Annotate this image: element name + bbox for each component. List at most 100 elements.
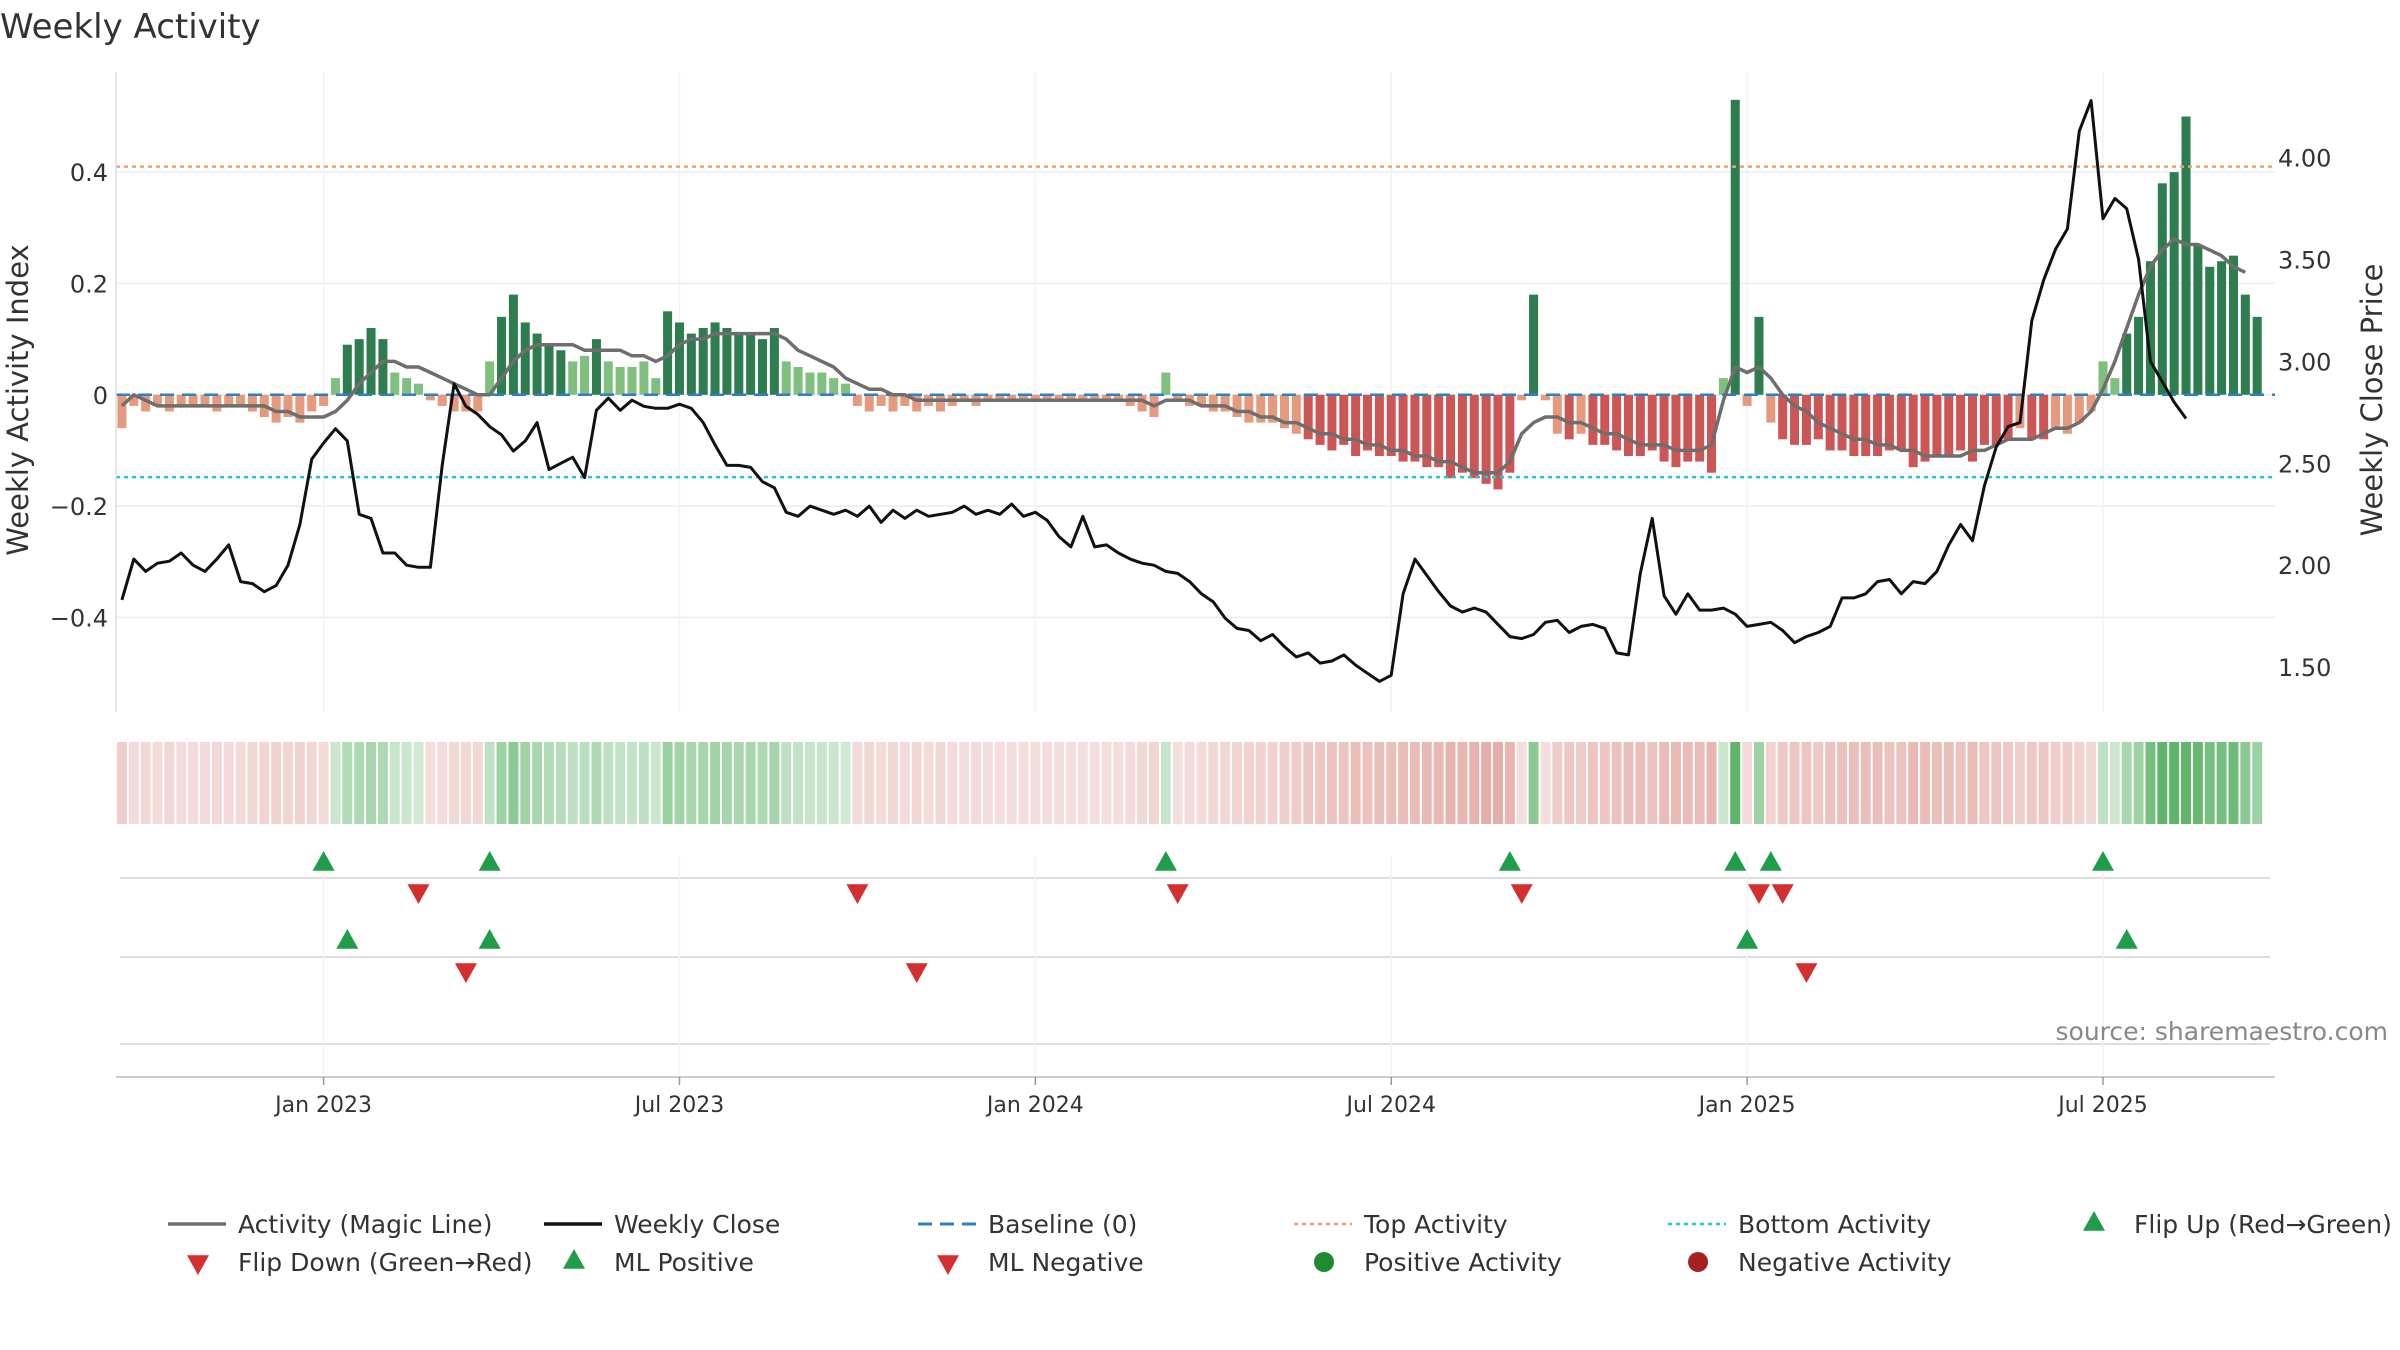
strip-cell bbox=[1694, 742, 1705, 824]
activity-bar bbox=[959, 394, 969, 401]
event-up-marker bbox=[478, 929, 501, 949]
strip-cell bbox=[389, 742, 400, 824]
strip-cell bbox=[840, 742, 851, 824]
activity-bar bbox=[485, 361, 495, 395]
strip-cell bbox=[116, 742, 127, 824]
strip-cell bbox=[1255, 742, 1266, 824]
activity-bar bbox=[1790, 394, 1800, 445]
activity-bar bbox=[1920, 394, 1930, 462]
activity-bar bbox=[1517, 394, 1527, 401]
x-tick-label: Jul 2024 bbox=[1344, 1093, 1436, 1118]
legend-label: Top Activity bbox=[1363, 1210, 1508, 1239]
strip-cell bbox=[710, 742, 721, 824]
activity-bar bbox=[1552, 394, 1562, 434]
event-down-marker bbox=[1747, 884, 1770, 904]
y-tick-label: 0 bbox=[93, 382, 108, 410]
activity-bar bbox=[390, 372, 400, 395]
grid-layer bbox=[116, 72, 2275, 712]
activity-bar bbox=[2169, 172, 2179, 395]
strip-cell bbox=[1160, 742, 1171, 824]
strip-cell bbox=[686, 742, 697, 824]
strip-cell bbox=[1089, 742, 1100, 824]
strip-cell bbox=[662, 742, 673, 824]
activity-bar bbox=[2027, 394, 2037, 440]
strip-cell bbox=[1801, 742, 1812, 824]
activity-bar bbox=[1659, 394, 1669, 462]
legend-tri-up-swatch bbox=[2083, 1211, 2105, 1231]
strip-cell bbox=[437, 742, 448, 824]
strip-cell bbox=[2074, 742, 2085, 824]
strip-cell bbox=[413, 742, 424, 824]
activity-bar bbox=[1825, 394, 1835, 451]
activity-bar bbox=[1232, 394, 1242, 418]
activity-bar bbox=[2134, 316, 2144, 395]
activity-bar bbox=[698, 328, 708, 395]
strip-cell bbox=[1706, 742, 1717, 824]
strip-cell bbox=[425, 742, 436, 824]
legend-item: Bottom Activity bbox=[1668, 1210, 1931, 1239]
y-tick-label: 0.4 bbox=[70, 159, 108, 187]
strip-cell bbox=[1006, 742, 1017, 824]
event-up-marker bbox=[1759, 851, 1782, 871]
strip-cell bbox=[1967, 742, 1978, 824]
x-tick-label: Jan 2023 bbox=[273, 1093, 372, 1118]
activity-bar bbox=[841, 383, 851, 395]
series-lines bbox=[120, 99, 2247, 683]
event-up-marker bbox=[478, 851, 501, 871]
event-up-marker bbox=[1724, 851, 1747, 871]
legend-tri-down-swatch bbox=[937, 1255, 959, 1275]
activity-bar bbox=[1896, 394, 1906, 451]
activity-bar bbox=[1173, 394, 1183, 401]
y2-tick-label: 3.00 bbox=[2278, 348, 2331, 376]
activity-bar bbox=[2051, 394, 2061, 429]
strip-cell bbox=[1896, 742, 1907, 824]
activity-bar bbox=[1837, 394, 1847, 451]
y-axis-label: Weekly Activity Index bbox=[1, 244, 35, 555]
strip-cell bbox=[1611, 742, 1622, 824]
event-markers bbox=[120, 851, 2270, 1075]
strip-cell bbox=[176, 742, 187, 824]
strip-cell bbox=[1421, 742, 1432, 824]
activity-bar bbox=[568, 361, 578, 395]
strip-cell bbox=[591, 742, 602, 824]
strip-cell bbox=[781, 742, 792, 824]
event-down-marker bbox=[905, 963, 928, 983]
activity-bar bbox=[378, 339, 388, 395]
activity-bar bbox=[935, 394, 945, 412]
activity-bar bbox=[164, 394, 174, 412]
activity-bar bbox=[864, 394, 874, 412]
strip-cell bbox=[1813, 742, 1824, 824]
strip-cell bbox=[2192, 742, 2203, 824]
activity-bar bbox=[342, 344, 352, 395]
legend-item: Weekly Close bbox=[544, 1210, 780, 1239]
x-tick-label: Jan 2024 bbox=[985, 1093, 1084, 1118]
activity-bar bbox=[153, 394, 163, 406]
activity-bar bbox=[1801, 394, 1811, 445]
activity-bar bbox=[188, 394, 198, 406]
strip-cell bbox=[567, 742, 578, 824]
y-tick-label: −0.4 bbox=[50, 604, 108, 632]
strip-cell bbox=[128, 742, 139, 824]
activity-bar bbox=[888, 394, 898, 412]
activity-bar bbox=[473, 394, 483, 412]
strip-cell bbox=[555, 742, 566, 824]
activity-bar bbox=[1967, 394, 1978, 462]
strip-cell bbox=[1908, 742, 1919, 824]
strip-cell bbox=[1350, 742, 1361, 824]
activity-bar bbox=[615, 366, 625, 395]
strip-cell bbox=[2252, 742, 2263, 824]
strip-cell bbox=[1872, 742, 1883, 824]
strip-cell bbox=[1433, 742, 1444, 824]
strip-cell bbox=[318, 742, 329, 824]
activity-bar bbox=[1457, 394, 1467, 473]
strip-cell bbox=[2240, 742, 2251, 824]
strip-cell bbox=[1825, 742, 1836, 824]
y2-tick-label: 2.50 bbox=[2278, 450, 2331, 478]
strip-cell bbox=[199, 742, 210, 824]
event-up-marker bbox=[312, 851, 335, 871]
activity-bar bbox=[1944, 394, 1954, 456]
strip-cell bbox=[721, 742, 732, 824]
activity-bar bbox=[769, 328, 779, 395]
event-down-marker bbox=[1510, 884, 1533, 904]
activity-bar bbox=[2110, 378, 2120, 395]
